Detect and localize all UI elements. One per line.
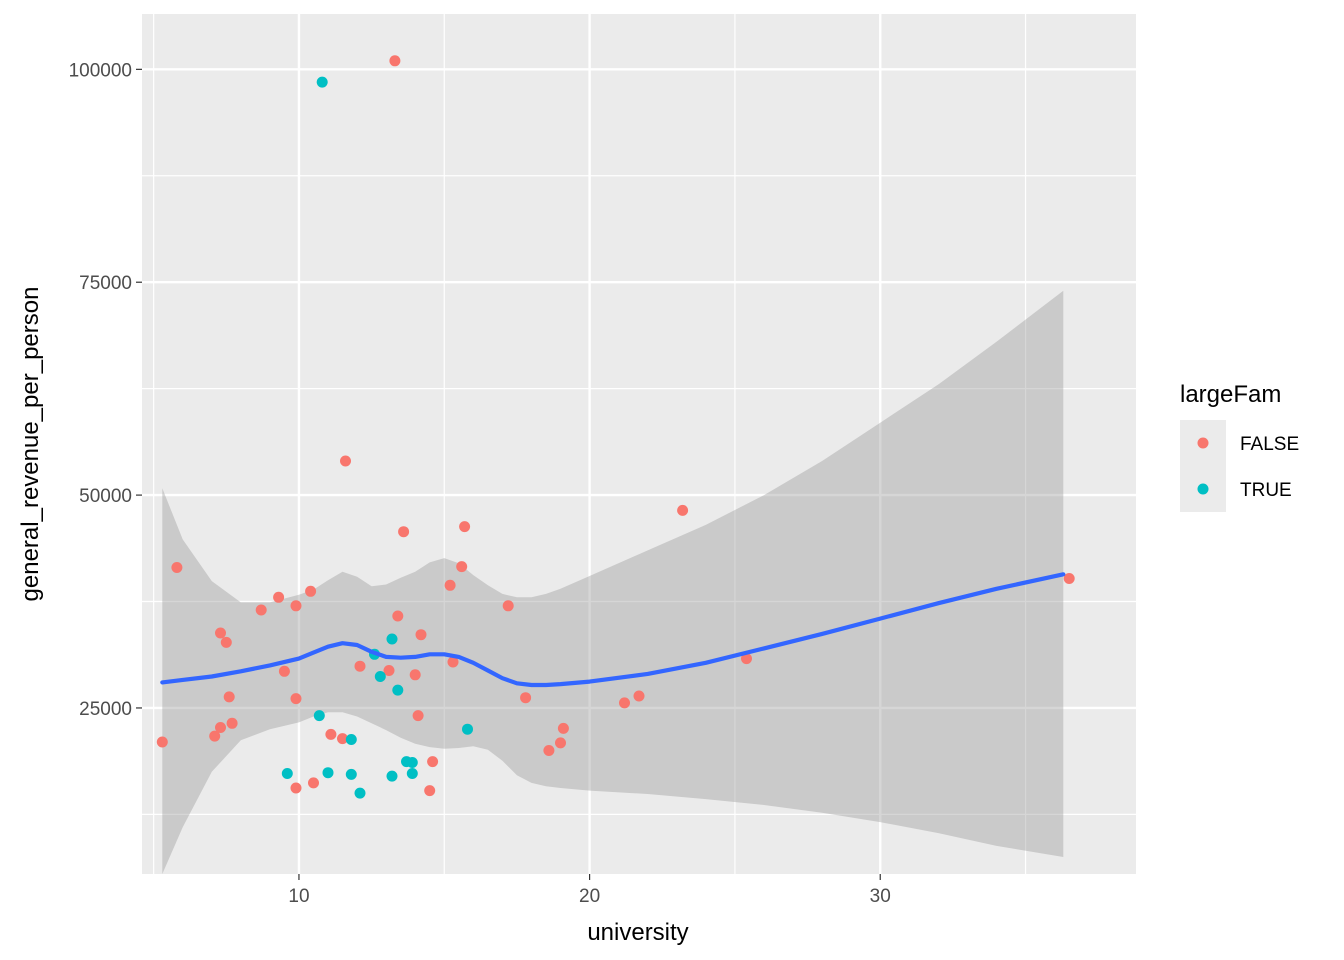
point-false-23	[398, 526, 410, 538]
y-tick-label-0: 25000	[79, 699, 132, 720]
point-false-2	[209, 730, 221, 742]
point-false-6	[223, 691, 235, 703]
minor-gridlines	[142, 14, 1136, 874]
point-false-30	[447, 656, 459, 668]
point-true-0	[281, 768, 293, 779]
point-false-39	[633, 690, 645, 702]
point-false-17	[337, 733, 348, 745]
legend-point-false	[1197, 437, 1209, 449]
point-false-19	[354, 660, 366, 672]
x-axis-ticks: 10 20 30	[288, 874, 891, 907]
point-false-5	[220, 636, 232, 648]
x-tick-label-0: 10	[288, 886, 309, 907]
point-false-10	[278, 665, 290, 677]
point-false-28	[427, 756, 439, 768]
point-false-33	[502, 600, 514, 612]
data-points	[156, 55, 1075, 799]
point-false-12	[290, 693, 302, 705]
point-false-22	[392, 610, 404, 622]
point-false-24	[409, 669, 421, 681]
x-tick-label-1: 20	[579, 886, 600, 907]
point-false-37	[557, 722, 569, 734]
legend-label-false: FALSE	[1240, 434, 1299, 455]
point-false-31	[456, 561, 468, 573]
point-true-4	[345, 768, 357, 780]
point-true-6	[354, 787, 366, 799]
point-false-4	[215, 722, 226, 733]
point-true-14	[406, 768, 418, 779]
legend: largeFam FALSE TRUE	[1180, 381, 1299, 512]
point-true-9	[386, 633, 398, 645]
point-true-8	[374, 671, 386, 682]
point-true-13	[406, 757, 418, 768]
point-false-14	[305, 585, 317, 597]
point-false-38	[619, 697, 630, 709]
point-false-9	[273, 591, 285, 603]
point-true-5	[345, 734, 357, 745]
smooth-line	[160, 572, 1066, 688]
major-gridlines	[142, 14, 1136, 874]
point-false-3	[215, 627, 226, 639]
point-false-29	[444, 579, 456, 591]
point-false-27	[424, 785, 436, 797]
loess-line	[160, 572, 1066, 688]
point-false-8	[255, 604, 267, 616]
point-true-1	[313, 710, 325, 722]
point-false-11	[290, 600, 302, 612]
point-true-10	[386, 770, 398, 782]
legend-label-true: TRUE	[1240, 480, 1292, 501]
point-false-20	[383, 665, 395, 676]
confidence-band-area	[162, 290, 1064, 874]
point-false-36	[555, 737, 566, 749]
point-true-2	[316, 76, 328, 88]
point-false-42	[1063, 573, 1075, 584]
point-false-40	[677, 504, 689, 516]
y-tick-label-1: 50000	[79, 486, 132, 507]
point-false-16	[325, 728, 337, 740]
point-false-26	[415, 629, 427, 641]
x-axis-title: university	[587, 919, 688, 946]
point-false-18	[340, 455, 351, 467]
point-true-3	[322, 767, 334, 779]
point-false-32	[459, 521, 471, 533]
point-false-25	[412, 710, 424, 722]
point-true-15	[462, 723, 473, 735]
point-false-1	[171, 562, 183, 573]
point-true-11	[392, 684, 404, 696]
y-axis-title: general_revenue_per_person	[17, 287, 44, 602]
point-false-0	[156, 736, 168, 748]
legend-point-true	[1197, 483, 1209, 495]
x-tick-label-2: 30	[870, 886, 891, 907]
point-false-21	[389, 55, 401, 67]
point-false-34	[520, 692, 532, 704]
point-false-7	[226, 717, 238, 729]
confidence-band	[162, 290, 1064, 874]
point-false-41	[741, 653, 752, 665]
y-tick-label-2: 75000	[79, 273, 132, 294]
point-false-13	[290, 782, 302, 794]
point-false-35	[543, 745, 555, 756]
y-tick-label-3: 100000	[69, 60, 132, 81]
legend-title: largeFam	[1180, 381, 1281, 408]
plot-panel	[142, 14, 1136, 874]
point-false-15	[308, 777, 319, 789]
y-axis-ticks: 25000 50000 75000 100000	[69, 60, 142, 720]
